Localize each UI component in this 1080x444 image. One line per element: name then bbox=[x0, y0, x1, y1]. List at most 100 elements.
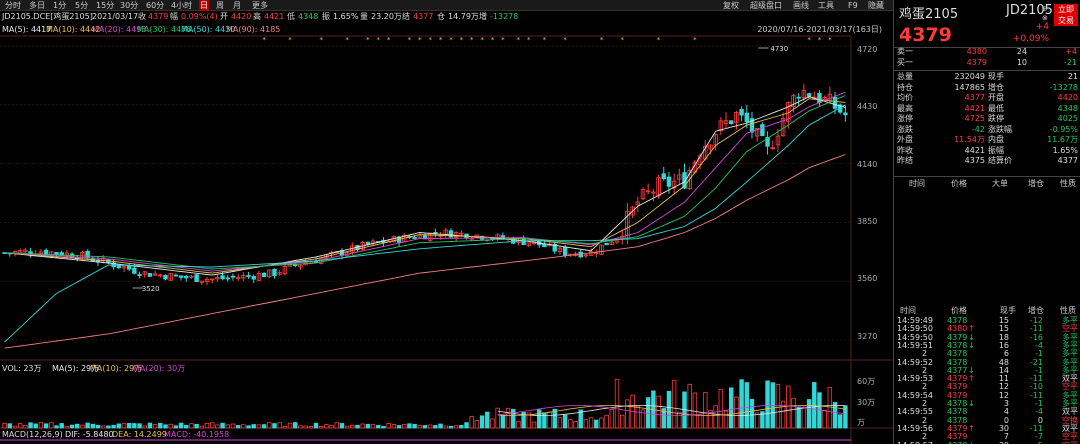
tick-row[interactable]: 2 4378 0 0 空换 bbox=[894, 416, 1080, 425]
candle-body bbox=[801, 90, 807, 98]
tick-cell: 4379 bbox=[947, 332, 968, 342]
tick-row[interactable]: 14:59:50 4379 ↓ 18 -16 多平 bbox=[894, 332, 1080, 342]
stat-value: 21 bbox=[1067, 72, 1078, 81]
tick-row[interactable]: 14:59:51 4378 ↓ 16 -4 多平 bbox=[894, 340, 1080, 350]
volume-bar bbox=[697, 414, 703, 429]
tick-row[interactable]: 14:59:54 4379 12 -11 多平 bbox=[894, 391, 1080, 400]
volume-bar bbox=[609, 409, 615, 429]
increase-label: 增 bbox=[479, 12, 487, 21]
search-icon[interactable]: ⊕ bbox=[1042, 5, 1048, 13]
toolbar-tool-4[interactable]: F9 bbox=[848, 1, 858, 10]
tick-cell: 4379 bbox=[947, 423, 968, 433]
volume-bar bbox=[308, 426, 314, 429]
tick-cell: 6 bbox=[1003, 349, 1009, 359]
stat-label: 持仓 bbox=[897, 82, 913, 92]
volume-bar bbox=[329, 424, 334, 429]
tick-row[interactable]: 14:59:50 4380 ↑ 15 -11 空平 bbox=[894, 324, 1080, 333]
trades-col-header: 增仓 bbox=[1028, 306, 1044, 315]
stat-label: 现手 bbox=[988, 72, 1004, 81]
stat-value: 4377 bbox=[964, 93, 985, 102]
tick-cell: 空平 bbox=[1062, 441, 1078, 444]
close-icon[interactable]: ⊗ bbox=[1042, 14, 1048, 22]
signal-star: * bbox=[319, 36, 323, 44]
candle-body bbox=[448, 230, 454, 238]
toolbar-tool-2[interactable]: 画线 bbox=[793, 1, 809, 10]
tick-row[interactable]: 2 4379 12 -10 空平 bbox=[894, 383, 1080, 392]
ma30-readout: MA(30): 4476 bbox=[137, 25, 192, 34]
volume-bar bbox=[158, 422, 163, 429]
volume-bar bbox=[282, 425, 288, 429]
volume-bar bbox=[573, 421, 578, 429]
timeframe-tab-1[interactable]: 多日 bbox=[29, 1, 45, 10]
candle-body bbox=[640, 189, 646, 200]
tick-cell: 4378 bbox=[947, 349, 968, 359]
timeframe-tab-3[interactable]: 5分 bbox=[75, 1, 89, 10]
stat-label: 涨跌 bbox=[897, 124, 913, 134]
volume-bar bbox=[355, 424, 360, 429]
tick-cell: 2 bbox=[922, 365, 928, 375]
volume-bar bbox=[744, 382, 750, 429]
kline-chart[interactable]: * * * * * * * * * * * * * * * * * * * * * * * * * * * * 4730 3520 bbox=[0, 0, 893, 444]
tick-row[interactable]: 2 4378 ↓ 3 -1 多平 bbox=[894, 399, 1080, 408]
volume-bar bbox=[718, 389, 724, 429]
tick-row[interactable]: 14:59:49 4378 15 -12 多平 bbox=[894, 316, 1080, 325]
signal-star: * bbox=[543, 36, 547, 44]
price-change: +4 bbox=[1035, 22, 1049, 32]
stat-label: 最高 bbox=[897, 103, 913, 113]
candle-body bbox=[85, 250, 90, 259]
tick-cell: 16 bbox=[998, 340, 1009, 350]
timeframe-tab-7[interactable]: 4小时 bbox=[171, 1, 193, 10]
instrument-name: 鸡蛋2105 bbox=[899, 7, 959, 22]
tick-row[interactable]: 14:59:57 4378↓ 30 -5 空平 bbox=[894, 441, 1080, 444]
timeframe-tab-9[interactable]: 周 bbox=[216, 1, 224, 10]
vol-readout: VOL: 23万 bbox=[2, 364, 42, 373]
volume-bar bbox=[33, 423, 38, 429]
timeframe-tab-6[interactable]: 60分 bbox=[146, 1, 165, 10]
candle-body bbox=[158, 274, 163, 277]
candle-body bbox=[588, 251, 594, 256]
tick-row[interactable]: 14:59:56 4379 ↑ 30 -11 双平 bbox=[894, 423, 1080, 433]
timeframe-tab-8[interactable]: 日 bbox=[199, 0, 209, 11]
candle-body bbox=[23, 249, 28, 253]
volume-bar bbox=[137, 423, 142, 429]
toolbar-tool-5[interactable]: 隐藏 bbox=[868, 1, 884, 10]
toolbar-tool-3[interactable]: 工具 bbox=[818, 1, 834, 10]
volume-bar bbox=[843, 405, 848, 429]
timeframe-tab-10[interactable]: 月 bbox=[233, 1, 241, 10]
tick-row[interactable]: 14:59:55 4378 4 -4 双平 bbox=[894, 407, 1080, 416]
tick-row[interactable]: 2 4377 ↓ 14 -1 多平 bbox=[894, 365, 1080, 375]
signal-star: * bbox=[657, 36, 661, 44]
orderbook-cell: 24 bbox=[1016, 47, 1027, 56]
volume-bar bbox=[49, 422, 54, 429]
tick-row[interactable]: 14:59:53 4379 ↑ 11 -11 双平 bbox=[894, 374, 1080, 383]
tick-row[interactable]: 2 4379 7 -7 空平 bbox=[894, 432, 1080, 441]
timeframe-tab-0[interactable]: 分时 bbox=[5, 1, 21, 10]
tick-cell: ↓ bbox=[968, 399, 975, 408]
stat-value: 147865 bbox=[954, 82, 985, 92]
volume-bar bbox=[235, 425, 241, 429]
timeframe-tab-5[interactable]: 30分 bbox=[120, 1, 139, 10]
volume-bar bbox=[277, 422, 282, 429]
oi-value: 14.79万 bbox=[448, 12, 479, 21]
stat-value: 1.65% bbox=[1052, 145, 1078, 155]
toolbar-tool-0[interactable]: 复权 bbox=[723, 1, 739, 10]
candle-body bbox=[744, 112, 750, 123]
timeframe-tab-11[interactable]: 更多 bbox=[252, 1, 268, 10]
panel-icons[interactable]: ⊕ ⊗ bbox=[1042, 5, 1052, 23]
volume-bar bbox=[485, 411, 490, 429]
tick-row[interactable]: 2 4378 6 -1 多平 bbox=[894, 349, 1080, 359]
volume-bar bbox=[365, 423, 371, 429]
toolbar-tool-1[interactable]: 超级盘口 bbox=[750, 1, 782, 10]
volume-bar bbox=[54, 425, 59, 429]
volume-bar bbox=[85, 422, 90, 429]
timeframe-tab-2[interactable]: 1分 bbox=[53, 1, 67, 10]
trade-now-button[interactable]: 立即 交易 bbox=[1054, 4, 1078, 26]
stat-label: 涨停 bbox=[897, 114, 913, 123]
candle-body bbox=[178, 275, 184, 278]
candle-body bbox=[298, 264, 303, 268]
candle-body bbox=[152, 273, 158, 276]
tick-row[interactable]: 14:59:52 4378 48 -21 多平 bbox=[894, 358, 1080, 367]
volume-bar bbox=[64, 426, 70, 429]
volume-bar bbox=[521, 411, 526, 429]
timeframe-tab-4[interactable]: 15分 bbox=[96, 1, 115, 10]
